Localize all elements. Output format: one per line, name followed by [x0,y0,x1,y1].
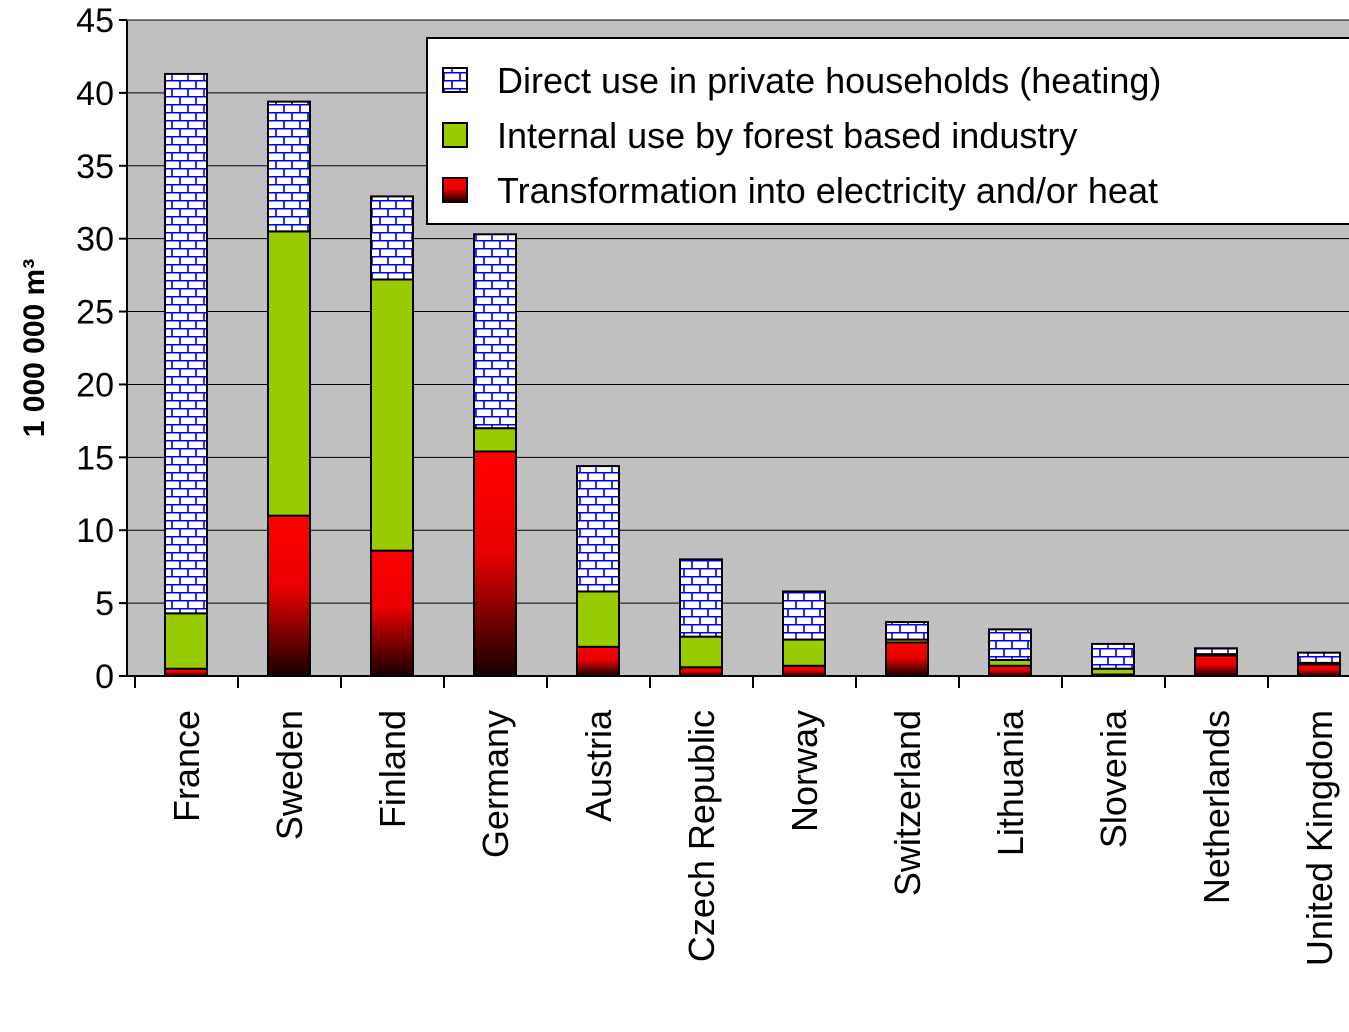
legend-label: Internal use by forest based industry [497,115,1077,156]
bar-segment-internal-use-by-forest-based-industry-austria [576,590,620,648]
y-tick-label: 30 [76,221,114,259]
legend-item-direct-use-in-private-households-heating: Direct use in private households (heatin… [442,60,1161,101]
bar-segment-direct-use-in-private-households-heating-sweden [267,100,311,233]
y-axis-title: 1 000 000 m³ [18,259,51,437]
bars [164,72,1341,678]
legend-item-internal-use-by-forest-based-industry: Internal use by forest based industry [442,115,1077,156]
y-tick-label: 15 [76,439,114,477]
bar-stack-lithuania [988,628,1032,677]
bar-segment-direct-use-in-private-households-heating-netherlands [1194,647,1238,656]
y-tick-label: 45 [76,2,114,40]
bar-segment-direct-use-in-private-households-heating-united-kingdom [1297,651,1341,664]
bar-segment-internal-use-by-forest-based-industry-sweden [267,230,311,517]
bar-segment-direct-use-in-private-households-heating-slovenia [1091,642,1135,670]
bar-segment-transformation-into-electricity-and-or-heat-france [164,667,208,678]
bar-segment-transformation-into-electricity-and-or-heat-finland [370,549,414,677]
bar-segment-direct-use-in-private-households-heating-norway [782,590,826,641]
bar-stack-netherlands [1194,647,1238,678]
legend-box [426,37,1349,225]
legend-label: Direct use in private households (heatin… [497,60,1161,101]
x-tick-label-slovenia: Slovenia [1093,709,1134,848]
bar-segment-direct-use-in-private-households-heating-czech-republic [679,558,723,638]
x-tick-label-germany: Germany [475,710,516,858]
legend-label: Transformation into electricity and/or h… [497,170,1158,211]
x-tick-label-czech-republic: Czech Republic [681,710,722,962]
x-tick-label-sweden: Sweden [269,710,310,840]
x-tick-label-lithuania: Lithuania [990,709,1031,856]
bar-stack-switzerland [885,621,929,678]
bar-segment-internal-use-by-forest-based-industry-finland [370,278,414,552]
bar-stack-finland [370,195,414,677]
legend-swatch [442,67,468,93]
bar-segment-transformation-into-electricity-and-or-heat-germany [473,450,517,677]
bar-segment-transformation-into-electricity-and-or-heat-czech-republic [679,666,723,678]
bar-segment-transformation-into-electricity-and-or-heat-norway [782,664,826,677]
bar-segment-transformation-into-electricity-and-or-heat-austria [576,645,620,677]
bar-segment-direct-use-in-private-households-heating-france [164,72,208,615]
bar-segment-direct-use-in-private-households-heating-germany [473,233,517,430]
bar-segment-transformation-into-electricity-and-or-heat-netherlands [1194,654,1238,678]
y-tick-label: 20 [76,366,114,404]
bar-stack-norway [782,590,826,677]
bar-segment-internal-use-by-forest-based-industry-france [164,612,208,670]
bar-stack-austria [576,465,620,677]
bar-segment-transformation-into-electricity-and-or-heat-united-kingdom [1297,663,1341,677]
y-tick-label: 40 [76,75,114,113]
bar-stack-france [164,72,208,678]
bar-segment-transformation-into-electricity-and-or-heat-lithuania [988,664,1032,677]
bar-segment-internal-use-by-forest-based-industry-norway [782,638,826,667]
x-tick-label-finland: Finland [372,710,413,828]
bar-stack-slovenia [1091,642,1135,678]
x-tick-label-austria: Austria [578,709,619,822]
legend-swatch [442,122,468,148]
legend-swatch [442,177,468,203]
x-tick-label-norway: Norway [784,710,825,832]
x-tick-label-netherlands: Netherlands [1196,710,1237,904]
bar-stack-sweden [267,100,311,678]
legend: Direct use in private households (heatin… [426,37,1349,225]
legend-item-transformation-into-electricity-and-or-heat: Transformation into electricity and/or h… [442,170,1158,211]
x-tick-label-switzerland: Switzerland [887,710,928,896]
bar-segment-internal-use-by-forest-based-industry-czech-republic [679,635,723,669]
bar-segment-transformation-into-electricity-and-or-heat-sweden [267,514,311,678]
x-tick-label-united-kingdom: United Kingdom [1299,710,1340,966]
bar-segment-direct-use-in-private-households-heating-finland [370,195,414,281]
y-tick-label: 5 [95,585,114,623]
bar-segment-direct-use-in-private-households-heating-lithuania [988,628,1032,661]
bar-stack-united-kingdom [1297,651,1341,677]
y-tick-label: 25 [76,294,114,332]
bar-segment-transformation-into-electricity-and-or-heat-switzerland [885,641,929,678]
x-tick-label-france: France [166,710,207,822]
bar-stack-germany [473,233,517,677]
y-tick-label: 0 [95,658,114,696]
bar-segment-direct-use-in-private-households-heating-austria [576,465,620,593]
y-tick-label: 35 [76,148,114,186]
bar-segment-direct-use-in-private-households-heating-switzerland [885,621,929,641]
y-axis: 0 5 10 15 20 25 30 35 40 45 [76,2,128,696]
x-axis: France Sweden Finland Germany Austria Czech R… [127,675,1349,966]
y-tick-label: 10 [76,512,114,550]
bar-segment-internal-use-by-forest-based-industry-germany [473,427,517,453]
bar-stack-czech-republic [679,558,723,678]
